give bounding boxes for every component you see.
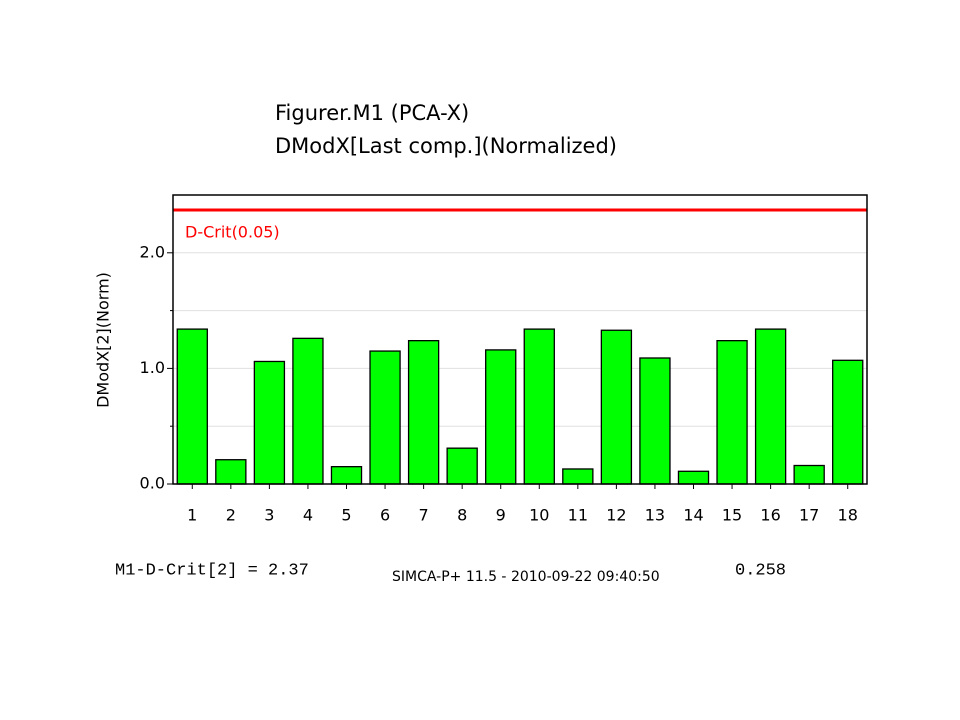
bar <box>215 459 247 485</box>
x-tick-label: 7 <box>419 506 429 525</box>
x-tick-label: 8 <box>457 506 467 525</box>
y-tick-label: 1.0 <box>140 358 165 377</box>
x-tick-label: 18 <box>838 506 858 525</box>
bar <box>716 340 748 485</box>
x-tick-label: 15 <box>722 506 742 525</box>
footnote: M1-D-Crit[2] = 2.37 <box>115 561 309 580</box>
bar <box>793 464 825 485</box>
x-tick-label: 6 <box>380 506 390 525</box>
x-tick-label: 11 <box>568 506 588 525</box>
x-tick-label: 13 <box>645 506 665 525</box>
x-tick-label: 5 <box>341 506 351 525</box>
bar <box>523 328 555 485</box>
chart-title: Figurer.M1 (PCA-X) <box>275 101 469 125</box>
bar <box>639 357 671 485</box>
bar <box>677 470 710 485</box>
plot-frame <box>172 194 868 485</box>
x-tick-label: 2 <box>226 506 236 525</box>
bar <box>253 360 286 485</box>
reference-label: D-Crit(0.05) <box>185 223 280 242</box>
bar <box>407 340 440 485</box>
bar <box>485 349 517 485</box>
bar <box>176 328 208 485</box>
x-tick-label: 3 <box>264 506 274 525</box>
y-tick-label: 2.0 <box>140 242 165 261</box>
bar <box>754 328 787 485</box>
bar <box>292 337 324 485</box>
footnote: 0.258 <box>735 561 786 580</box>
chart-subtitle: DModX[Last comp.](Normalized) <box>275 134 617 158</box>
x-tick-label: 12 <box>606 506 626 525</box>
x-tick-label: 4 <box>303 506 313 525</box>
bar <box>446 447 478 485</box>
bar <box>600 329 633 485</box>
x-tick-label: 16 <box>760 506 780 525</box>
x-tick-label: 14 <box>683 506 703 525</box>
stamp: SIMCA-P+ 11.5 - 2010-09-22 09:40:50 <box>392 569 660 585</box>
bar <box>330 466 363 485</box>
x-tick-label: 9 <box>496 506 506 525</box>
y-axis-label: DModX[2](Norm) <box>94 272 113 408</box>
bar <box>562 468 594 485</box>
bar <box>832 359 864 485</box>
y-tick-label: 0.0 <box>140 474 165 493</box>
x-tick-label: 17 <box>799 506 819 525</box>
x-tick-label: 10 <box>529 506 549 525</box>
bar <box>369 350 401 485</box>
x-tick-label: 1 <box>187 506 197 525</box>
